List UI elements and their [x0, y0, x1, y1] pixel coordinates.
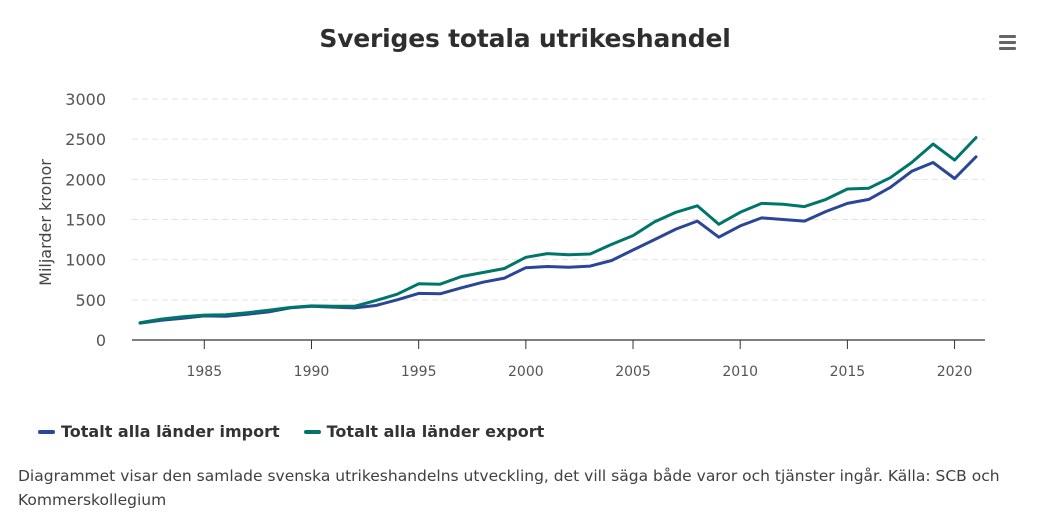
chart-menu-button[interactable]: [993, 32, 1023, 54]
y-tick-label-500: 500: [75, 291, 106, 310]
x-tick-label-1995: 1995: [401, 364, 437, 380]
x-tick-label-2005: 2005: [615, 364, 651, 380]
legend-swatch-import: [38, 429, 55, 434]
x-tick-label-1990: 1990: [294, 364, 330, 380]
y-tick-label-2500: 2500: [65, 130, 106, 149]
x-tick-label-2020: 2020: [937, 364, 973, 380]
legend-label-import: Totalt alla länder import: [61, 422, 280, 441]
y-tick-label-1000: 1000: [65, 251, 106, 270]
legend-label-export: Totalt alla länder export: [326, 422, 545, 441]
series-line-import: [138, 155, 978, 325]
series-line-export: [138, 136, 978, 325]
chart-caption: Diagrammet visar den samlade svenska utr…: [18, 467, 1000, 509]
y-tick-label-2000: 2000: [65, 170, 106, 189]
x-tick-label-2010: 2010: [722, 364, 758, 380]
x-tick-label-2000: 2000: [508, 364, 544, 380]
chart-title: Sveriges totala utrikeshandel: [319, 24, 731, 53]
legend-swatch-export: [303, 429, 321, 434]
legend-item-export[interactable]: Totalt alla länder export: [303, 422, 545, 441]
y-axis-title: Miljarder kronor: [36, 159, 55, 286]
chart-legend: Totalt alla länder import Totalt alla lä…: [38, 422, 568, 441]
y-tick-label-0: 0: [96, 331, 106, 350]
y-tick-label-3000: 3000: [65, 90, 106, 109]
line-chart: 0 500 1000 1500 2000 2500 3000 1985 1990 1995 2000…: [36, 90, 985, 380]
legend-item-import[interactable]: Totalt alla länder import: [38, 422, 280, 441]
y-tick-label-1500: 1500: [65, 211, 106, 230]
x-tick-label-2015: 2015: [830, 364, 866, 380]
x-tick-label-1985: 1985: [186, 364, 222, 380]
